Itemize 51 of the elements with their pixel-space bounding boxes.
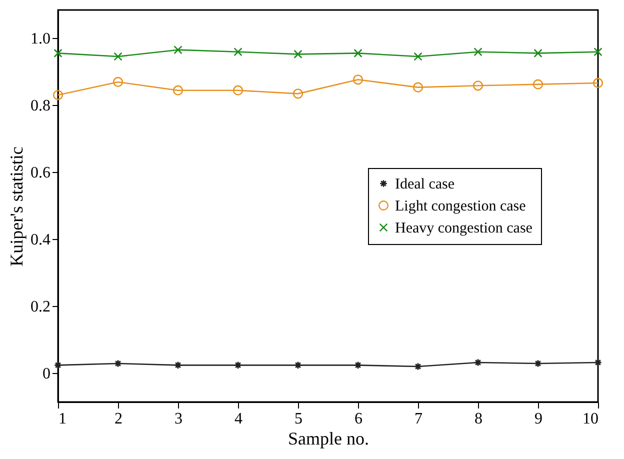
x-tick-label: 9 bbox=[534, 410, 542, 428]
point bbox=[52, 90, 64, 100]
point bbox=[594, 358, 602, 367]
legend-label: Heavy congestion case bbox=[395, 220, 533, 236]
point bbox=[294, 50, 302, 59]
point bbox=[234, 48, 242, 56]
point bbox=[414, 362, 422, 371]
point bbox=[354, 361, 362, 370]
point bbox=[114, 360, 122, 368]
x-tick-label: 4 bbox=[234, 410, 242, 428]
y-tick-label: 0.4 bbox=[30, 231, 50, 248]
point bbox=[174, 46, 182, 54]
y-axis-title: Kuiper's statistic bbox=[6, 146, 26, 266]
point bbox=[594, 48, 602, 56]
y-tick-label: 0.8 bbox=[30, 98, 50, 115]
point bbox=[352, 74, 364, 85]
x-tick-label: 6 bbox=[354, 410, 362, 428]
x-tick-label: 3 bbox=[174, 410, 182, 428]
y-tick-label: 0.2 bbox=[30, 298, 50, 316]
point bbox=[54, 361, 62, 370]
point bbox=[172, 85, 184, 96]
point bbox=[114, 52, 122, 61]
point bbox=[412, 82, 424, 92]
x-tick-label: 2 bbox=[114, 410, 122, 428]
x-tick-label: 8 bbox=[474, 410, 482, 428]
point bbox=[534, 360, 542, 368]
point bbox=[472, 80, 484, 91]
point bbox=[294, 361, 302, 370]
point bbox=[414, 52, 422, 61]
point bbox=[474, 48, 482, 56]
point bbox=[234, 361, 242, 370]
point bbox=[232, 85, 244, 96]
y-tick-label: 0.6 bbox=[30, 164, 50, 182]
y-tick-label: 0 bbox=[42, 365, 50, 382]
x-tick-label: 7 bbox=[414, 410, 422, 428]
legend-label: Ideal case bbox=[395, 176, 455, 192]
x-tick-label: 5 bbox=[294, 410, 302, 428]
point bbox=[174, 361, 182, 370]
y-tick-label: 1.0 bbox=[30, 30, 50, 48]
point bbox=[292, 88, 304, 99]
point bbox=[54, 48, 62, 58]
point bbox=[474, 358, 482, 367]
point bbox=[534, 48, 542, 58]
point bbox=[592, 78, 604, 88]
x-tick-label: 10 bbox=[582, 410, 598, 428]
point bbox=[532, 79, 544, 90]
point bbox=[354, 48, 362, 58]
legend-label: Light congestion case bbox=[395, 198, 526, 214]
point bbox=[112, 76, 124, 88]
x-tick-label: 1 bbox=[58, 410, 66, 428]
x-axis-title: Sample no. bbox=[288, 428, 369, 448]
